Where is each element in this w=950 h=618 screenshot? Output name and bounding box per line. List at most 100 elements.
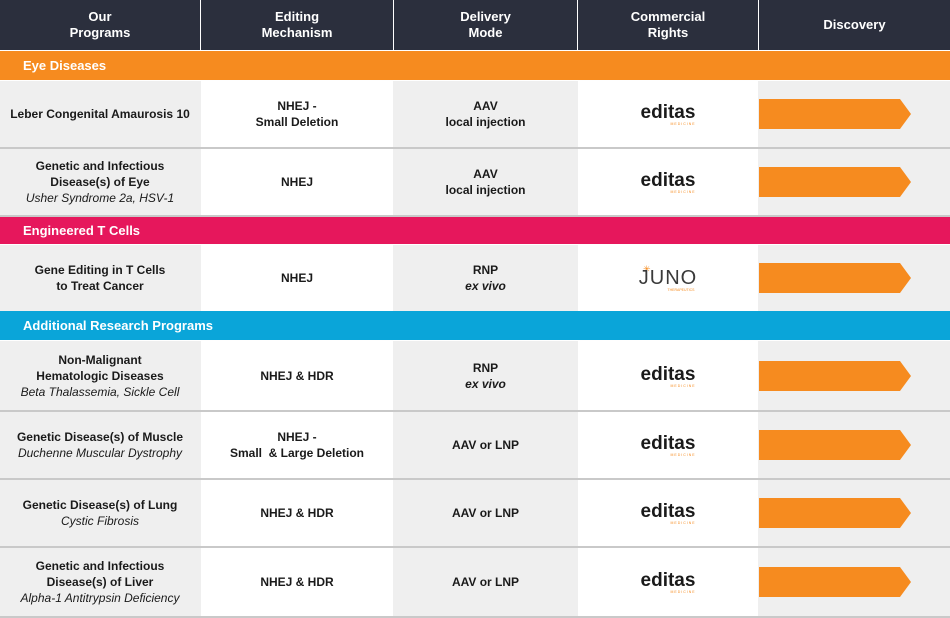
header-commercial-rights: Commercial Rights [578, 0, 758, 50]
program-cell: Genetic Disease(s) of Lung Cystic Fibrosi… [0, 480, 200, 546]
editing-mechanism-cell: NHEJ & HDR [201, 548, 393, 616]
commercial-rights-cell: editas MEDICINE [578, 81, 758, 147]
text-line: NHEJ & HDR [260, 506, 334, 520]
header-delivery-mode: Delivery Mode [394, 0, 577, 50]
delivery-mode-cell: AAV or LNP [394, 412, 577, 478]
progress-bar-fill [759, 430, 911, 460]
program-cell: Gene Editing in T Cells to Treat Cancer [0, 245, 200, 311]
header-discovery: Discovery [759, 0, 950, 50]
delivery-detail: ex vivo [465, 279, 506, 293]
header-editing-mechanism: Editing Mechanism [201, 0, 393, 50]
editing-mechanism-cell: NHEJ [201, 149, 393, 215]
delivery-mode-cell: RNP ex vivo [394, 245, 577, 311]
discovery-progress-arrow [759, 99, 911, 129]
row-divider [0, 546, 950, 548]
progress-bar-fill [759, 99, 911, 129]
juno-star-icon: ✳ [643, 265, 651, 275]
logo-tagline: MEDICINE [670, 190, 695, 194]
editing-mechanism-cell: NHEJ & HDR [201, 341, 393, 410]
commercial-rights-cell: editas MEDICINE [578, 480, 758, 546]
text-line: Genetic and Infectious [35, 159, 165, 173]
program-cell: Genetic and Infectious Disease(s) of Live… [0, 548, 200, 616]
discovery-progress-arrow [759, 167, 911, 197]
table-row: Genetic Disease(s) of Muscle Duchenne Mus… [0, 412, 950, 478]
delivery-mode: AAV or LNP [451, 506, 520, 520]
text-line: NHEJ - [277, 99, 317, 113]
logo-tagline: MEDICINE [670, 453, 695, 457]
text-line: Disease(s) of Eye [50, 175, 150, 189]
text-line: Genetic and Infectious [35, 559, 165, 573]
row-divider [0, 616, 950, 618]
text-line: Non-Malignant [58, 352, 142, 367]
program-name: Leber Congenital Amaurosis 10 [10, 106, 190, 122]
table-row: Leber Congenital Amaurosis 10 NHEJ - Small… [0, 81, 950, 147]
editing-mechanism-cell: NHEJ - Small & Large Deletion [201, 412, 393, 478]
logo-tagline: MEDICINE [670, 590, 695, 594]
delivery-mode: AAV [473, 167, 498, 181]
delivery-mode-cell: RNP ex vivo [394, 341, 577, 410]
program-cell: Leber Congenital Amaurosis 10 [0, 81, 200, 147]
program-name: Genetic and Infectious Disease(s) of Live… [36, 558, 165, 590]
section-engineered-t-cells: Engineered T Cells [0, 216, 950, 244]
progress-bar-fill [759, 567, 911, 597]
delivery-mode-cell: AAV local injection [394, 81, 577, 147]
text-line: NHEJ & HDR [260, 368, 334, 383]
discovery-progress-arrow [759, 263, 911, 293]
program-indication: Usher Syndrome 2a, HSV-1 [25, 191, 175, 205]
row-divider [0, 478, 950, 480]
program-indication: Cystic Fibrosis [60, 514, 139, 528]
progress-bar-fill [759, 263, 911, 293]
program-indication: Alpha-1 Antitrypsin Deficiency [20, 591, 180, 605]
section-additional-research: Additional Research Programs [0, 311, 950, 340]
program-indication: Beta Thalassemia, Sickle Cell [20, 384, 180, 399]
commercial-rights-cell: editas MEDICINE [578, 149, 758, 215]
delivery-mode-cell: AAV local injection [394, 149, 577, 215]
logo-wordmark: editas [641, 170, 696, 191]
program-name: Genetic and Infectious Disease(s) of Eye [36, 158, 165, 190]
logo-tagline: THERAPEUTICS [667, 288, 695, 292]
text-line: Genetic Disease(s) of Lung [22, 498, 178, 512]
program-indication: Duchenne Muscular Dystrophy [17, 446, 183, 460]
discovery-progress-arrow [759, 498, 911, 528]
delivery-mode: AAV [473, 99, 498, 113]
delivery-mode-cell: AAV or LNP [394, 480, 577, 546]
text-line: NHEJ [280, 271, 313, 285]
program-cell: Genetic and Infectious Disease(s) of Eye U… [0, 149, 200, 215]
progress-bar-fill [759, 361, 911, 391]
editing-mechanism-cell: NHEJ [201, 245, 393, 311]
commercial-rights-cell: editas MEDICINE [578, 341, 758, 410]
program-name: Non-Malignant Hematologic Diseases [36, 352, 163, 384]
table-row: Genetic and Infectious Disease(s) of Eye U… [0, 149, 950, 215]
commercial-rights-cell: editas MEDICINE [578, 412, 758, 478]
logo-tagline: MEDICINE [670, 384, 695, 388]
discovery-progress-arrow [759, 361, 911, 391]
delivery-mode: RNP [472, 360, 499, 375]
progress-bar-fill [759, 167, 911, 197]
logo-wordmark: editas [641, 102, 696, 123]
delivery-mode: AAV or LNP [451, 575, 520, 589]
delivery-detail: local injection [445, 115, 526, 129]
editing-mechanism-cell: NHEJ - Small Deletion [201, 81, 393, 147]
text-line: NHEJ & HDR [260, 575, 334, 589]
text-line: Small & Large Deletion [229, 446, 365, 460]
logo-wordmark: editas [641, 364, 696, 385]
commercial-rights-cell: editas MEDICINE [578, 548, 758, 616]
delivery-detail: local injection [445, 183, 526, 197]
table-row: Non-Malignant Hematologic Diseases Beta Th… [0, 341, 950, 410]
commercial-rights-cell: ✳ JUNO THERAPEUTICS [578, 245, 758, 311]
editing-mechanism-cell: NHEJ & HDR [201, 480, 393, 546]
table-row: Genetic and Infectious Disease(s) of Live… [0, 548, 950, 616]
section-eye-diseases: Eye Diseases [0, 51, 950, 80]
discovery-progress-arrow [759, 430, 911, 460]
text-line: NHEJ - [277, 430, 317, 444]
table-row: Gene Editing in T Cells to Treat Cancer NH… [0, 245, 950, 311]
text-line: Gene Editing in T Cells [34, 263, 166, 277]
program-name: Gene Editing in T Cells to Treat Cancer [35, 262, 166, 294]
logo-wordmark: editas [641, 433, 696, 454]
